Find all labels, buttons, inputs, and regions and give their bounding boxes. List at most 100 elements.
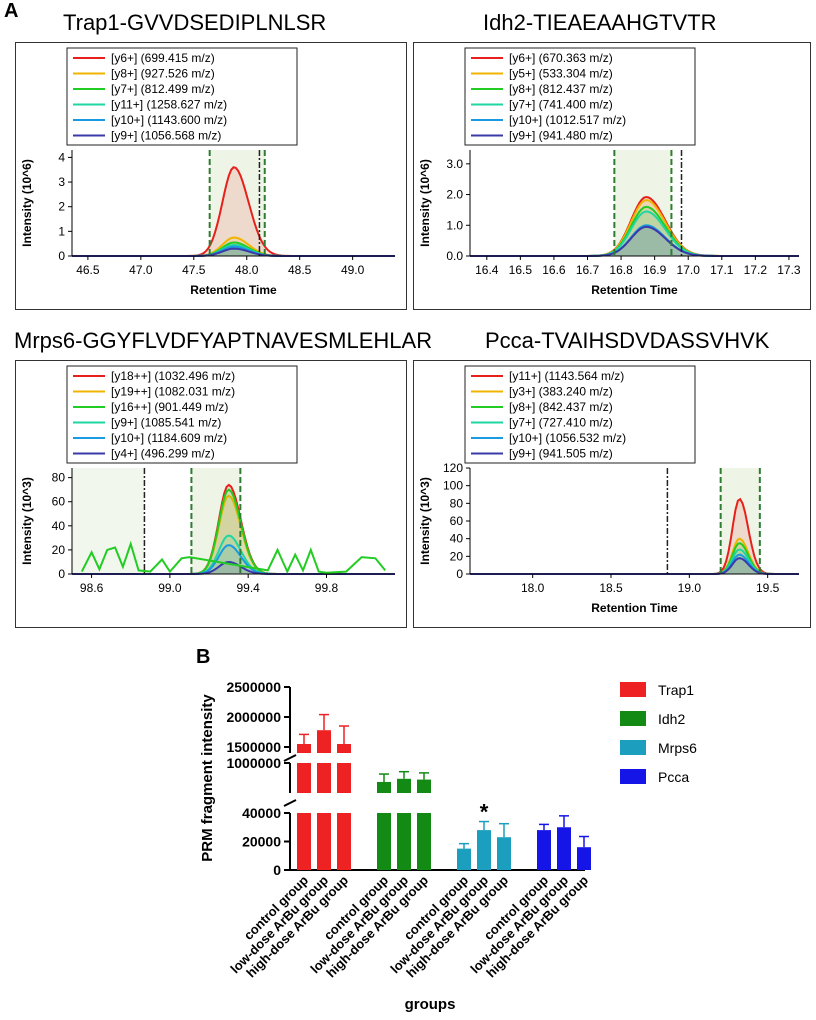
- series-area-4: [470, 225, 799, 256]
- y-axis-label: Intensity (10^6): [20, 159, 34, 247]
- y-tick-label-1-0: 1000000: [226, 755, 281, 771]
- series-area-5: [72, 562, 395, 574]
- x-tick-label-3: 99.8: [315, 581, 339, 595]
- series-area-2: [72, 489, 395, 574]
- panel-a-letter: A: [4, 0, 19, 22]
- x-tick-label-0: 46.5: [76, 263, 100, 277]
- axis-break-0: [283, 754, 297, 762]
- series-area-1: [72, 495, 395, 574]
- y-axis-label: Intensity (10^6): [418, 159, 432, 247]
- series-area-2: [470, 206, 799, 256]
- x-axis-label: Retention Time: [591, 601, 678, 615]
- series-area-5: [72, 248, 395, 256]
- legend-label-mrps6: Mrps6: [658, 740, 697, 756]
- legend-label-2: [y7+] (812.499 m/z): [111, 82, 215, 96]
- bar-idh2-0-seg1: [377, 781, 391, 793]
- bar-pcca-0-seg2: [537, 830, 551, 870]
- x-tick-label-6: 17.0: [677, 263, 701, 277]
- bar-pcca-2-seg2: [577, 847, 591, 870]
- legend-label-pcca: Pcca: [658, 769, 689, 785]
- legend-label-1: [y5+] (533.304 m/z): [509, 67, 613, 81]
- significance-marker-0: *: [480, 800, 489, 825]
- bar-trap1-2-seg0: [337, 744, 351, 753]
- legend-label-3: [y11+] (1258.627 m/z): [111, 98, 227, 112]
- x-tick-label-3: 48.0: [235, 263, 259, 277]
- y-tick-label-2-2: 40000: [242, 805, 281, 821]
- panel-border: [15, 42, 407, 310]
- y-tick-label-0: 0: [58, 567, 65, 581]
- y-tick-label-2: 2.0: [446, 188, 463, 202]
- series-area-5: [470, 558, 799, 574]
- bar-idh2-1-seg2: [397, 813, 411, 870]
- bar-mrps6-0-seg2: [457, 848, 471, 870]
- series-area-4: [72, 246, 395, 256]
- legend-label-3: [y7+] (727.410 m/z): [509, 416, 613, 430]
- y-tick-label-4: 80: [52, 471, 66, 485]
- x-tick-label-9: 17.3: [777, 263, 801, 277]
- x-axis-label: Retention Time: [591, 283, 678, 297]
- chart-title-mrps6: Mrps6-GGYFLVDFYAPTNAVESMLEHLAR: [14, 328, 433, 353]
- x-tick-label-0: 98.6: [80, 581, 104, 595]
- series-area-3: [72, 244, 395, 256]
- y-tick-label-0-0: 1500000: [226, 739, 281, 755]
- legend-label-4: [y10+] (1056.532 m/z): [509, 431, 626, 445]
- chart-trap1: [y6+] (699.415 m/z)[y8+] (927.526 m/z)[y…: [15, 42, 407, 310]
- legend-label-0: [y11+] (1143.564 m/z): [509, 369, 624, 383]
- legend-label-1: [y19++] (1082.031 m/z): [111, 385, 235, 399]
- x-tick-label-4: 48.5: [288, 263, 312, 277]
- bar-trap1-0-seg0: [297, 744, 311, 753]
- legend-label-trap1: Trap1: [658, 682, 694, 698]
- x-tick-label-1: 18.5: [599, 581, 623, 595]
- x-axis-label: Retention Time: [190, 283, 277, 297]
- series-area-0: [470, 197, 799, 256]
- bar-idh2-1-seg1: [397, 778, 411, 793]
- series-area-4: [72, 545, 395, 574]
- series-area-0: [72, 484, 395, 574]
- x-tick-label-2: 19.0: [678, 581, 702, 595]
- panel-border: [15, 360, 407, 628]
- bar-mrps6-2-seg2: [497, 837, 511, 870]
- legend-box: [464, 365, 696, 464]
- legend-label-5: [y9+] (941.505 m/z): [509, 447, 613, 461]
- legend-label-4: [y10+] (1012.517 m/z): [509, 113, 626, 127]
- bar-trap1-0-seg2: [297, 813, 311, 870]
- x-tick-label-5: 16.9: [643, 263, 667, 277]
- legend-swatch-idh2: [620, 711, 646, 726]
- chart-idh2: [y6+] (670.363 m/z)[y5+] (533.304 m/z)[y…: [413, 42, 811, 310]
- panel-border: [413, 360, 811, 628]
- legend-label-0: [y6+] (699.415 m/z): [111, 51, 215, 65]
- shaded-left: [72, 468, 145, 574]
- bar-trap1-2-seg2: [337, 813, 351, 870]
- legend-label-0: [y18++] (1032.496 m/z): [111, 369, 235, 383]
- y-tick-label-4: 4: [58, 150, 65, 164]
- series-area-3: [72, 535, 395, 574]
- x-tick-label-3: 16.7: [576, 263, 600, 277]
- legend-box: [66, 47, 298, 146]
- chart-title-trap1: Trap1-GVVDSEDIPLNLSR: [63, 10, 327, 35]
- y-tick-label-1: 1.0: [446, 218, 463, 232]
- legend-label-5: [y4+] (496.299 m/z): [111, 447, 215, 461]
- y-tick-label-0-2: 2500000: [226, 679, 281, 695]
- y-axis-label: PRM fragment intensity: [199, 694, 216, 862]
- panel-border: [413, 42, 811, 310]
- bar-trap1-1-seg1: [317, 763, 331, 793]
- y-tick-label-3: 3.0: [446, 157, 463, 171]
- bar-idh2-2-seg2: [417, 813, 431, 870]
- legend-box: [66, 365, 298, 464]
- x-tick-label-2: 16.6: [542, 263, 566, 277]
- x-tick-label-5: 49.0: [341, 263, 365, 277]
- x-tick-label-2: 99.4: [237, 581, 261, 595]
- chart-pcca: [y11+] (1143.564 m/z) [y3+] (383.240 m/z)…: [413, 360, 811, 628]
- bar-trap1-1-seg0: [317, 730, 331, 753]
- y-tick-label-2-0: 0: [273, 862, 281, 878]
- legend-swatch-trap1: [620, 682, 646, 697]
- noise-line: [80, 540, 386, 574]
- y-tick-label-0: 0: [58, 249, 65, 263]
- legend-label-5: [y9+] (941.480 m/z): [509, 129, 613, 143]
- y-tick-label-5: 100: [443, 479, 463, 493]
- series-area-5: [470, 226, 799, 256]
- x-axis-label: groups: [405, 996, 456, 1013]
- x-tick-label-1: 99.0: [158, 581, 182, 595]
- series-area-0: [470, 499, 799, 574]
- y-tick-label-0: 0: [456, 567, 463, 581]
